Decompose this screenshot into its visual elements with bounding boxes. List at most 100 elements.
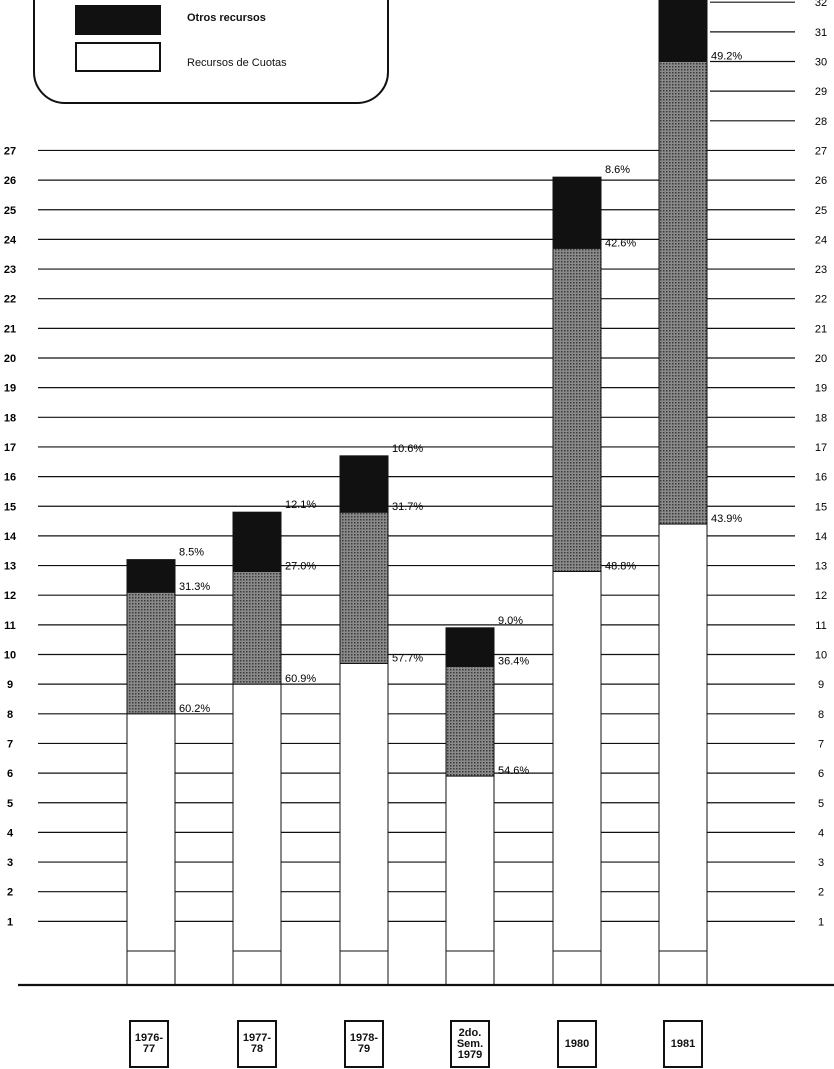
bar-segment	[126, 713, 176, 952]
y-tick-right-label: 17	[815, 442, 827, 454]
bar-segment	[658, 0, 708, 62]
legend-label-cuotas: Recursos de Cuotas	[187, 57, 287, 69]
bar-segment	[445, 775, 495, 952]
percent-label: 8.6%	[605, 164, 630, 176]
y-tick-right-label: 32	[815, 0, 827, 9]
y-tick-left-label: 26	[4, 175, 16, 187]
y-tick-left-label: 22	[4, 294, 16, 306]
y-tick-right-label: 9	[818, 679, 824, 691]
percent-label: 9.0%	[498, 615, 523, 627]
y-tick-right-label: 8	[818, 709, 824, 721]
percent-label: 31.3%	[179, 581, 210, 593]
y-tick-left-label: 11	[4, 620, 16, 632]
legend: Otros recursos Recursos de Cuotas	[33, 0, 389, 104]
y-tick-left-label: 6	[7, 768, 13, 780]
y-tick-left-label: 27	[4, 145, 16, 157]
bar-segment	[552, 570, 602, 952]
category-label: 1981	[663, 1020, 703, 1068]
y-tick-right-label: 3	[818, 857, 824, 869]
percent-label: 43.9%	[711, 513, 742, 525]
percent-label: 49.2%	[711, 51, 742, 63]
y-tick-left-label: 8	[7, 709, 13, 721]
bar-segment	[232, 570, 282, 685]
y-tick-right-label: 13	[815, 561, 827, 573]
y-tick-left-label: 15	[4, 501, 16, 513]
bar-base	[445, 950, 495, 986]
y-tick-left-label: 20	[4, 353, 16, 365]
category-label: 1980	[557, 1020, 597, 1068]
bar-segment	[126, 591, 176, 715]
y-tick-left-label: 12	[4, 590, 16, 602]
bar-base	[658, 950, 708, 986]
percent-label: 57.7%	[392, 652, 423, 664]
y-tick-right-label: 5	[818, 798, 824, 810]
percent-label: 31.7%	[392, 501, 423, 513]
y-tick-right-label: 6	[818, 768, 824, 780]
y-tick-right-label: 21	[815, 323, 827, 335]
y-tick-right-label: 12	[815, 590, 827, 602]
bar-segment	[552, 176, 602, 249]
bar-segment	[339, 455, 389, 513]
y-tick-left-label: 16	[4, 472, 16, 484]
y-tick-right-label: 11	[815, 620, 826, 632]
legend-swatch-otros	[75, 5, 161, 35]
percent-label: 27.0%	[285, 560, 316, 572]
y-tick-right-label: 28	[815, 116, 827, 128]
y-tick-left-label: 3	[7, 857, 13, 869]
bar-base	[126, 950, 176, 986]
percent-label: 60.2%	[179, 703, 210, 715]
y-tick-left-label: 23	[4, 264, 16, 276]
y-tick-left-label: 25	[4, 205, 16, 217]
y-tick-right-label: 26	[815, 175, 827, 187]
percent-label: 42.6%	[605, 237, 636, 249]
category-label: 1976- 77	[129, 1020, 169, 1068]
y-tick-right-label: 25	[815, 205, 827, 217]
y-tick-right-label: 15	[815, 501, 827, 513]
y-tick-right-label: 2	[818, 887, 824, 899]
y-tick-left-label: 13	[4, 561, 16, 573]
bar-segment	[339, 511, 389, 664]
bar-segment	[126, 559, 176, 593]
y-tick-left-label: 14	[4, 531, 17, 543]
y-tick-right-label: 16	[815, 472, 827, 484]
legend-label-otros: Otros recursos	[187, 12, 266, 24]
percent-label: 54.6%	[498, 765, 529, 777]
bar-base	[552, 950, 602, 986]
y-tick-right-label: 14	[815, 531, 827, 543]
category-label: 2do. Sem. 1979	[450, 1020, 490, 1068]
y-tick-right-label: 22	[815, 294, 827, 306]
percent-label: 36.4%	[498, 655, 529, 667]
bar-segment	[232, 683, 282, 952]
bar-segment	[445, 627, 495, 667]
bar-segment	[232, 511, 282, 572]
y-tick-left-label: 17	[4, 442, 16, 454]
y-tick-right-label: 30	[815, 57, 827, 69]
y-tick-right-label: 27	[815, 145, 827, 157]
y-tick-left-label: 4	[7, 827, 14, 839]
y-tick-left-label: 24	[4, 234, 17, 246]
category-label: 1978- 79	[344, 1020, 384, 1068]
y-tick-right-label: 24	[815, 234, 827, 246]
y-tick-right-label: 18	[815, 412, 827, 424]
y-tick-left-label: 10	[4, 650, 16, 662]
y-tick-left-label: 18	[4, 412, 16, 424]
y-tick-left-label: 1	[7, 916, 13, 928]
category-label: 1977- 78	[237, 1020, 277, 1068]
bar-segment	[445, 665, 495, 777]
percent-label: 60.9%	[285, 673, 316, 685]
percent-label: 12.1%	[285, 499, 316, 511]
percent-label: 10.6%	[392, 443, 423, 455]
y-tick-left-label: 21	[4, 323, 16, 335]
bar-base	[339, 950, 389, 986]
bar-segment	[658, 61, 708, 525]
bar-segment	[552, 247, 602, 572]
percent-label: 8.5%	[179, 547, 204, 559]
y-tick-left-label: 19	[4, 383, 16, 395]
y-tick-left-label: 2	[7, 887, 13, 899]
y-tick-right-label: 4	[818, 827, 824, 839]
y-tick-left-label: 7	[7, 738, 13, 750]
bar-base	[232, 950, 282, 986]
y-tick-right-label: 10	[815, 650, 827, 662]
legend-swatch-cuotas	[75, 42, 161, 72]
